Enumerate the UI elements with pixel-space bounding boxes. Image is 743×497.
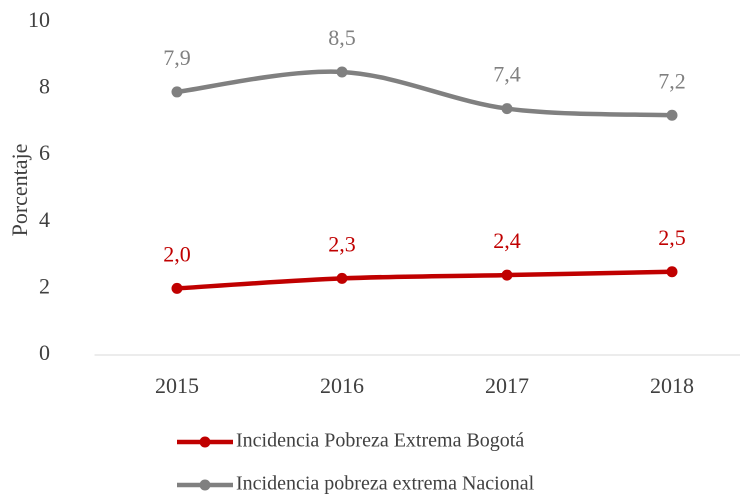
y-tick-label: 8 bbox=[39, 74, 50, 99]
y-tick-label: 2 bbox=[39, 273, 50, 298]
data-label: 7,4 bbox=[493, 62, 521, 87]
x-tick-label: 2015 bbox=[155, 373, 199, 398]
series-line bbox=[174, 69, 675, 118]
data-label: 7,9 bbox=[163, 45, 191, 70]
data-label: 2,0 bbox=[163, 241, 191, 266]
point bbox=[501, 103, 513, 115]
point bbox=[666, 266, 678, 278]
legend-label: Incidencia Pobreza Extrema Bogotá bbox=[236, 430, 524, 452]
y-tick-label: 10 bbox=[28, 7, 50, 32]
legend-marker bbox=[199, 436, 211, 448]
legend-marker bbox=[199, 479, 211, 491]
x-tick-label: 2017 bbox=[485, 373, 529, 398]
x-tick-label: 2016 bbox=[320, 373, 364, 398]
data-label: 2,5 bbox=[658, 225, 686, 250]
y-tick-label: 4 bbox=[39, 207, 50, 232]
point bbox=[336, 66, 348, 78]
data-label: 7,2 bbox=[658, 68, 686, 93]
x-tick-label: 2018 bbox=[650, 373, 694, 398]
point bbox=[336, 272, 348, 284]
point bbox=[501, 269, 513, 281]
point bbox=[171, 86, 183, 98]
y-tick-label: 0 bbox=[39, 340, 50, 365]
legend-label: Incidencia pobreza extrema Nacional bbox=[236, 473, 535, 495]
y-tick-label: 6 bbox=[39, 140, 50, 165]
data-label: 8,5 bbox=[328, 25, 356, 50]
point bbox=[666, 109, 678, 121]
point bbox=[171, 282, 183, 294]
y-axis-label: Porcentaje bbox=[7, 144, 32, 237]
data-label: 2,3 bbox=[328, 231, 356, 256]
data-label: 2,4 bbox=[493, 228, 521, 253]
series-line bbox=[174, 269, 675, 291]
